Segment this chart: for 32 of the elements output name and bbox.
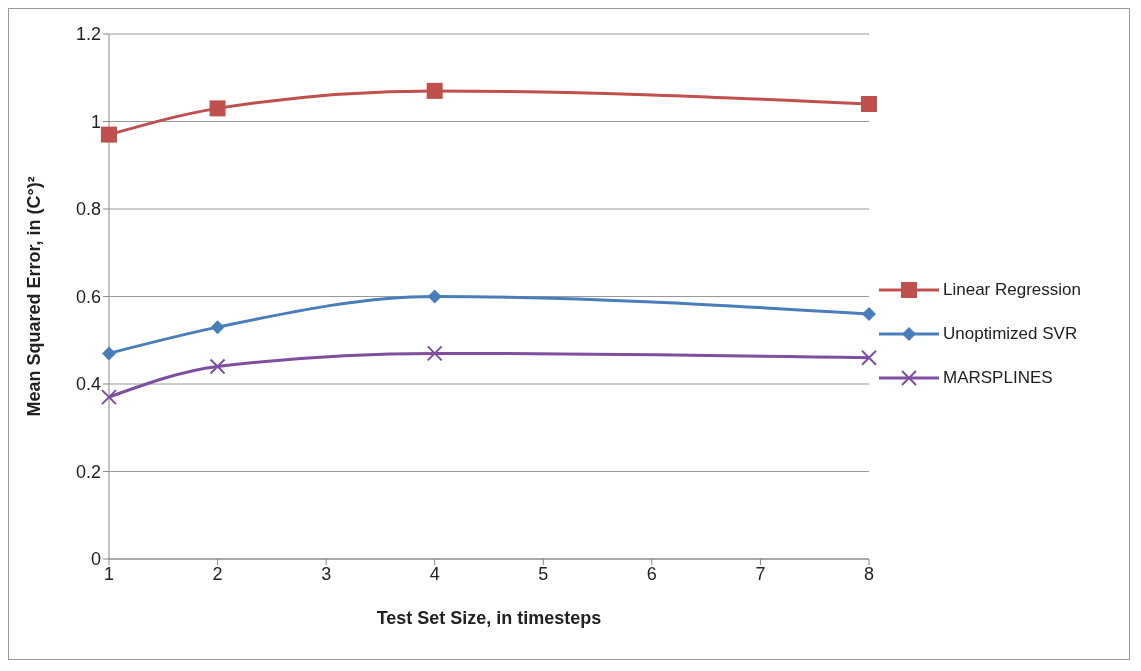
x-tick-label: 8 (863, 563, 875, 584)
y-tick-label: 0 (90, 549, 101, 570)
x-tick-label: 2 (212, 563, 223, 584)
y-tick-label: 0.6 (75, 286, 101, 307)
point (210, 320, 225, 335)
point (426, 82, 443, 99)
point (427, 289, 442, 304)
x-tick-label: 7 (755, 563, 766, 584)
point (862, 307, 876, 321)
point (209, 358, 226, 375)
legend-label: Linear Regression (943, 280, 1081, 300)
y-tick-label: 1.2 (75, 24, 101, 45)
x-tick-label: 5 (538, 563, 549, 584)
legend-label: MARSPLINES (943, 368, 1053, 388)
x-tick-label: 6 (646, 563, 657, 584)
y-tick-label: 0.4 (75, 374, 101, 395)
point (861, 349, 877, 366)
point (101, 126, 117, 143)
x-tick-label: 1 (103, 563, 115, 584)
point (426, 345, 443, 362)
x-tick-label: 4 (429, 563, 440, 584)
x-axis-title: Test Set Size, in timesteps (376, 608, 602, 628)
y-tick-label: 0.8 (75, 199, 101, 220)
y-axis-title: Mean Squared Error, in (C°)² (24, 176, 45, 417)
x-tick-label: 3 (321, 563, 332, 584)
point (209, 100, 226, 117)
y-tick-label: 1 (90, 111, 101, 132)
point (101, 389, 117, 406)
legend-label: Unoptimized SVR (943, 324, 1078, 344)
y-tick-label: 0.2 (75, 461, 101, 482)
point (102, 346, 116, 361)
point (861, 96, 877, 112)
